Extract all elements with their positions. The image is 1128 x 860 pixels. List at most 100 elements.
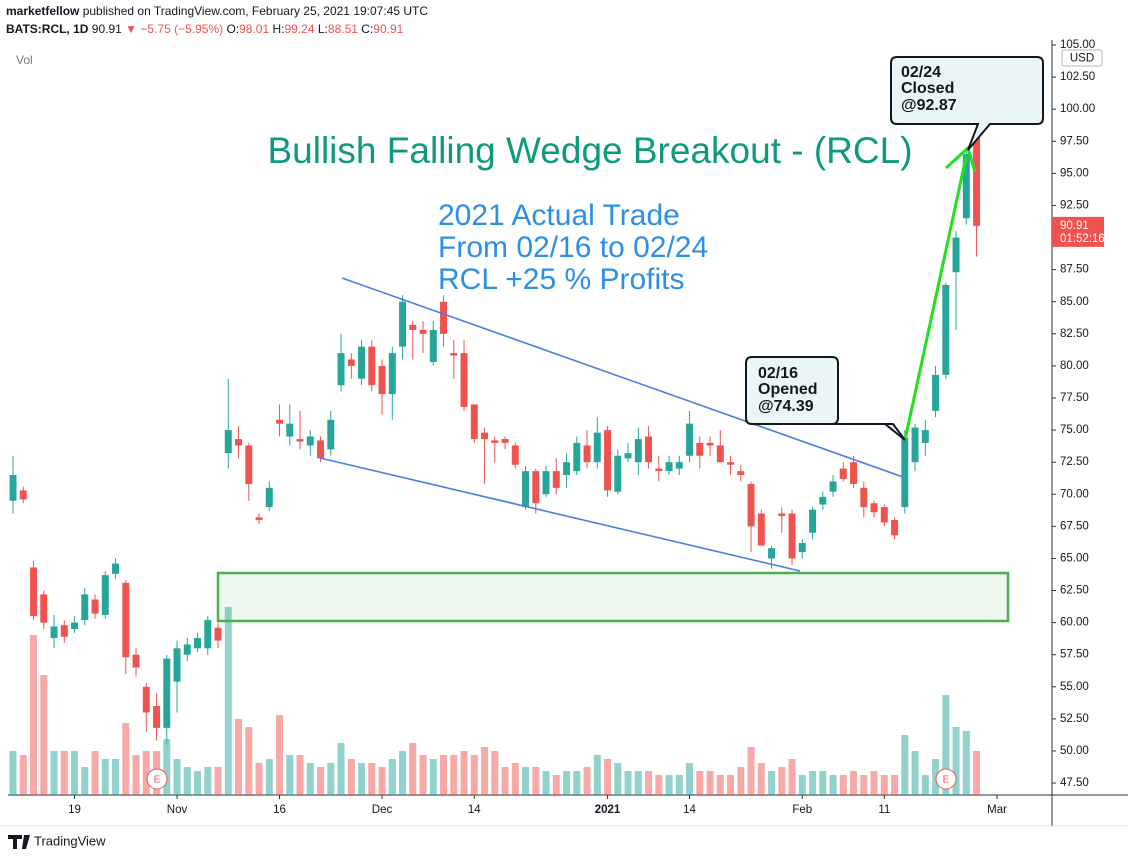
volume-bar [522,767,530,795]
candle-body [255,517,263,520]
volume-bar [450,755,458,795]
x-tick-label: 14 [683,804,696,816]
candle-body [368,346,376,386]
candle-body [337,353,345,386]
volume-bar [768,771,776,795]
volume-bar [337,743,345,795]
candle-body [470,404,478,440]
last-price-label: 90.91 [1060,220,1089,232]
volume-bar [317,767,325,795]
volume-bar [501,767,509,795]
candle-body [265,487,273,508]
volume-bar [91,751,99,795]
volume-bar [112,759,120,795]
volume-bar [727,775,735,795]
volume-bar [255,763,263,795]
candle-body [737,471,745,476]
candle-body [573,442,581,472]
candle-body [511,445,519,465]
callout-text: 02/24 [901,64,941,81]
support-zone [216,571,1010,623]
header-line2: BATS:RCL, 1D 90.91 ▼ −5.75 (−5.95%) O:98… [6,22,404,36]
candle-body [173,648,181,682]
y-tick-label: 77.50 [1060,392,1089,404]
candle-body [645,436,653,463]
y-tick-label: 92.50 [1060,199,1089,211]
candle-body [30,567,38,617]
c-value: 90.91 [373,22,403,36]
candle-body [60,625,68,637]
volume-bar [952,727,960,795]
brand-logo [8,835,30,849]
candle-body [665,462,673,472]
y-tick-label: 70.00 [1060,488,1089,500]
volume-bar [593,755,601,795]
volume-bar [911,751,919,795]
candle-body [40,594,48,623]
x-tick-label: Feb [792,804,812,816]
y-tick-label: 62.50 [1060,585,1089,597]
candle-body [204,620,212,649]
earnings-label[interactable]: E [154,775,161,786]
volume-bar [306,763,314,795]
volume-bar [71,751,79,795]
candle-body [962,154,970,219]
candle-body [112,563,120,574]
volume-bar [542,771,550,795]
volume-bar [60,751,68,795]
volume-bar [870,771,878,795]
volume-label: Vol [16,53,33,67]
symbol: BATS:RCL, 1D [6,22,89,36]
candle-body [153,706,161,728]
candle-body [19,490,27,500]
candle-body [614,455,622,492]
candle-body [419,329,427,334]
volume-bar [399,751,407,795]
volume-bar [675,775,683,795]
currency[interactable]: USD [1070,53,1094,65]
volume-bar [696,771,704,795]
candle-body [481,432,489,440]
candle-body [593,432,601,463]
candle-body [747,483,755,527]
y-tick-label: 50.00 [1060,745,1089,757]
volume-bar [932,759,940,795]
candle-body [921,430,929,443]
candle-body [399,301,407,347]
x-tick-label: 11 [878,804,890,816]
earnings-marker[interactable] [146,768,168,790]
volume-bar [604,759,612,795]
currency-box[interactable] [1061,49,1103,67]
volume-bar [276,715,284,795]
wedge-lower [319,457,801,572]
y-tick-label: 97.50 [1060,135,1089,147]
volume-bar [470,755,478,795]
candle-body [245,445,253,484]
volume-bar [327,763,335,795]
candle-body [532,471,540,504]
volume-bar [460,751,468,795]
earnings-label[interactable]: E [943,775,950,786]
candle-body [583,445,591,463]
candle-body [286,423,294,437]
candle-body [850,462,858,484]
candle-body [819,496,827,505]
candle-body [450,353,458,356]
brand: TradingView [34,833,106,848]
candle-body [634,439,642,463]
l-value: 88.51 [328,22,358,36]
subtitle: 2021 Actual Trade [438,199,680,232]
earnings-marker[interactable] [935,768,957,790]
header-line1: marketfellow published on TradingView.co… [6,4,428,18]
c-label: C: [361,22,373,36]
volume-bar [296,755,304,795]
volume-bar [614,763,622,795]
volume-bar [706,771,714,795]
callout-text: 02/16 [758,365,798,382]
volume-bar [962,731,970,795]
y-tick-label: 72.50 [1060,456,1089,468]
x-tick-label: 14 [468,804,481,816]
volume-bar [204,767,212,795]
candle-body [409,324,417,330]
